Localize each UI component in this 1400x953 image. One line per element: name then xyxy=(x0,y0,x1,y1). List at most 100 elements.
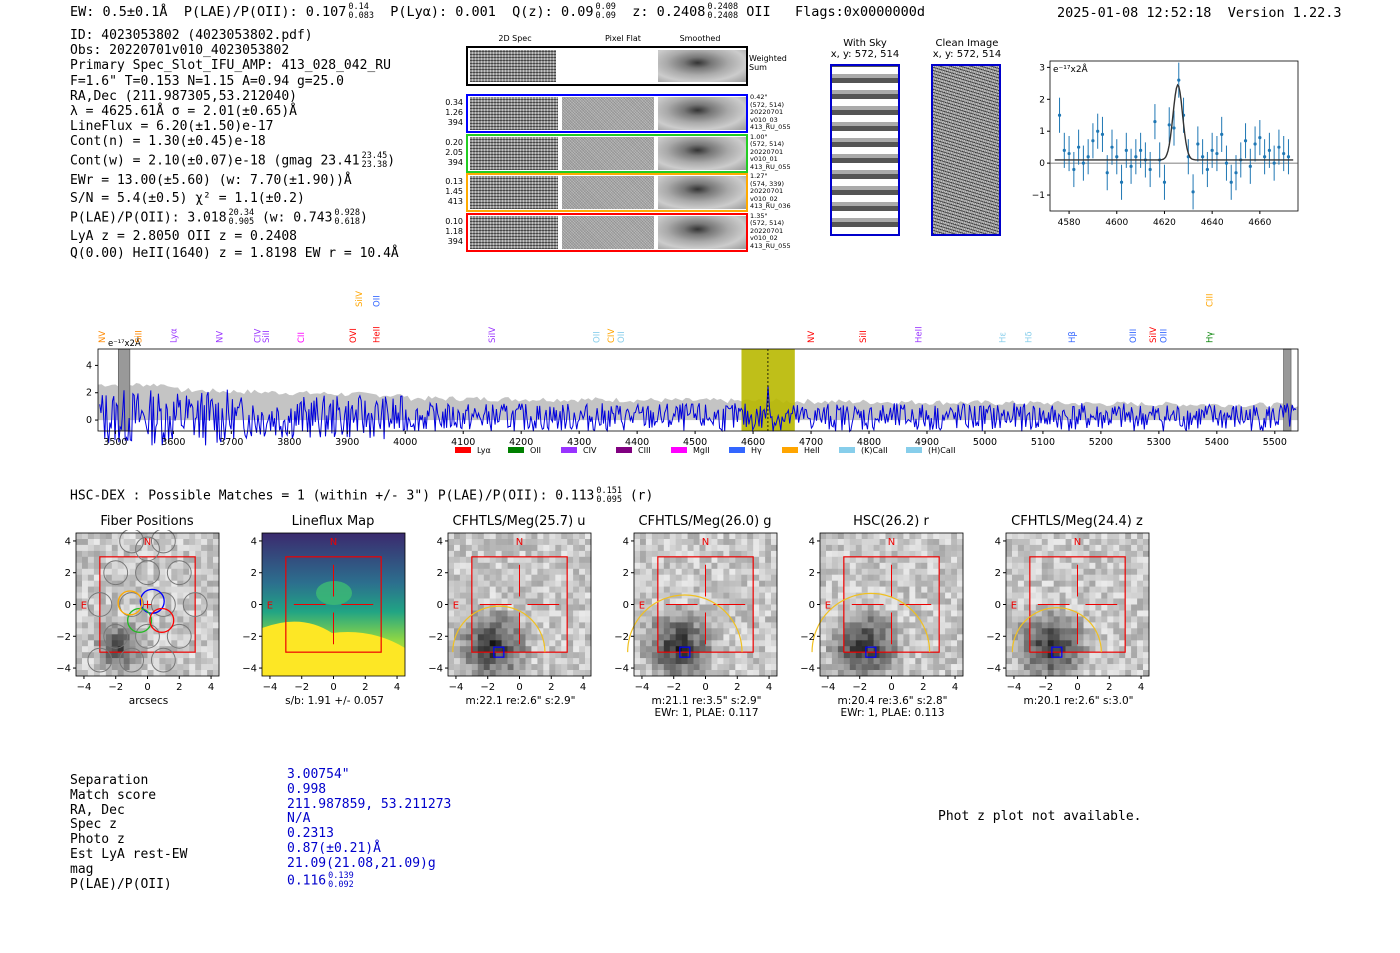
pixel xyxy=(171,592,178,599)
pixel xyxy=(903,562,910,570)
pixel xyxy=(573,544,580,552)
pixel xyxy=(165,592,172,599)
pixel xyxy=(567,544,574,552)
pixel xyxy=(675,604,682,611)
photz-message: Phot z plot not available. xyxy=(938,809,1142,824)
pixel xyxy=(465,622,473,629)
pixel xyxy=(843,610,851,617)
pixel xyxy=(465,598,473,605)
pixel xyxy=(921,592,928,599)
pixel xyxy=(693,628,700,635)
pixel xyxy=(885,610,892,617)
pixel xyxy=(1089,544,1096,552)
pixel xyxy=(1017,616,1025,623)
x-tick-label: 4400 xyxy=(625,437,649,448)
line-marker-label: OIII xyxy=(1129,329,1139,343)
pixel xyxy=(448,544,455,552)
pixel xyxy=(1137,550,1144,558)
pixel xyxy=(1131,544,1138,552)
pixel xyxy=(1065,658,1072,665)
line-marker-label: OVI xyxy=(349,328,359,343)
pixel xyxy=(495,604,502,611)
pixel xyxy=(693,539,700,546)
pixel xyxy=(471,628,479,635)
pixel xyxy=(1035,539,1043,546)
pixel xyxy=(729,568,736,576)
pixel xyxy=(117,562,124,570)
pixel xyxy=(711,658,718,665)
y-tick-label: 0 xyxy=(1039,159,1045,169)
pixel xyxy=(897,586,904,593)
pixel xyxy=(171,539,178,546)
pixel xyxy=(448,610,455,617)
weighted-sum-label: Weighted Sum xyxy=(749,54,787,72)
pixel xyxy=(651,586,659,593)
pixel xyxy=(753,646,760,653)
line-marker-label: SiII xyxy=(135,330,145,343)
pixel xyxy=(1059,539,1066,546)
pixel xyxy=(1119,616,1126,623)
pixel xyxy=(699,616,706,623)
pixel xyxy=(537,646,544,653)
pixel xyxy=(507,634,514,641)
pixel xyxy=(201,622,208,629)
pixel xyxy=(843,598,851,605)
row-weights-1: 0.34 1.26 394 xyxy=(445,98,463,127)
pixel xyxy=(141,592,148,599)
pixel xyxy=(195,562,202,570)
pixel xyxy=(177,568,184,576)
pixel xyxy=(771,604,778,611)
pixel xyxy=(1089,628,1096,635)
row-smooth xyxy=(658,176,746,209)
pixel xyxy=(640,592,647,599)
pixel xyxy=(1029,556,1037,564)
pixel xyxy=(885,556,892,564)
pixel xyxy=(489,586,496,593)
pixel xyxy=(129,550,136,558)
pixel xyxy=(741,652,748,659)
pixel xyxy=(549,556,556,564)
pixel xyxy=(729,604,736,611)
pixel xyxy=(939,664,946,671)
pixel xyxy=(831,574,839,581)
pixel xyxy=(1095,604,1102,611)
pixel xyxy=(1083,574,1090,581)
pixel xyxy=(1017,568,1025,576)
pixel xyxy=(93,550,101,558)
pixel xyxy=(645,598,653,605)
pixel xyxy=(195,568,202,576)
pixel xyxy=(729,622,736,629)
pixel xyxy=(519,652,526,659)
pixel xyxy=(687,556,694,564)
pixel xyxy=(897,574,904,581)
pixel xyxy=(1047,562,1054,570)
pixel xyxy=(669,664,677,671)
pixel xyxy=(634,562,641,570)
pixel xyxy=(501,604,508,611)
pixel xyxy=(1065,580,1072,587)
pixel xyxy=(897,539,904,546)
pixel xyxy=(1017,610,1025,617)
pixel xyxy=(879,568,886,576)
pixel xyxy=(1006,664,1013,671)
pixel xyxy=(1107,640,1114,647)
pixel xyxy=(448,562,455,570)
pixel xyxy=(909,539,916,546)
pixel xyxy=(471,646,479,653)
pixel xyxy=(465,544,473,552)
pixel xyxy=(459,586,467,593)
pixel xyxy=(873,670,880,677)
pixel xyxy=(549,562,556,570)
pixel xyxy=(567,533,574,540)
pixel xyxy=(903,646,910,653)
pixel xyxy=(177,616,184,623)
pixel xyxy=(820,586,827,593)
pixel xyxy=(207,533,214,540)
line-marker-label: CIV xyxy=(607,329,617,343)
pixel xyxy=(1041,550,1049,558)
line-marker: CIII xyxy=(1205,294,1215,307)
pixel xyxy=(495,640,502,647)
pixel xyxy=(723,586,730,593)
x-tick-label: 5400 xyxy=(1205,437,1229,448)
pixel xyxy=(489,622,496,629)
